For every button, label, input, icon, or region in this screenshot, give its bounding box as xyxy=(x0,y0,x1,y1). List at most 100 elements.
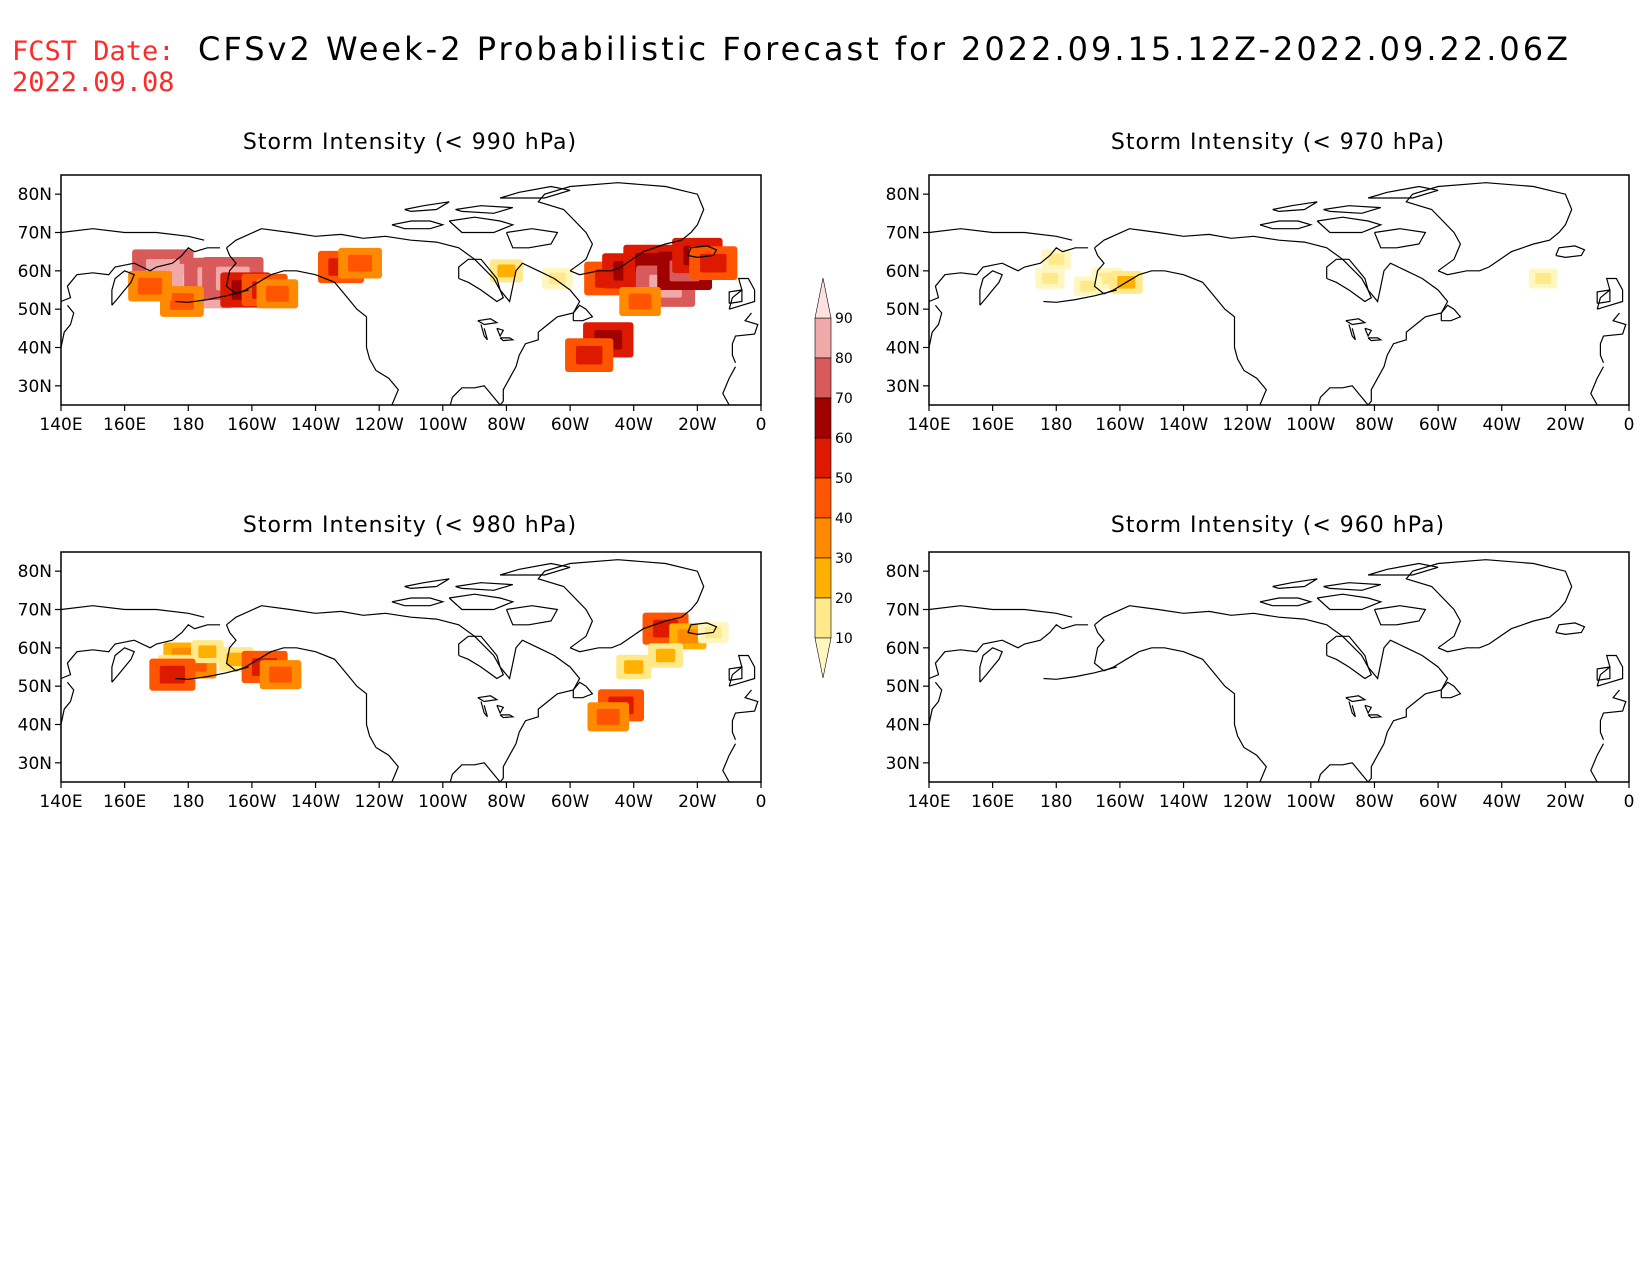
lon-tick-label: 100W xyxy=(418,415,467,435)
colorbar-top-arrow xyxy=(814,277,832,319)
lat-tick-label: 70N xyxy=(886,601,920,621)
coastline xyxy=(979,647,1003,683)
coastline xyxy=(728,666,743,681)
coastline xyxy=(455,582,513,591)
coastline xyxy=(496,327,505,338)
coastline xyxy=(1596,289,1611,304)
coastline xyxy=(1316,593,1383,611)
coastline xyxy=(1316,216,1383,234)
coastline xyxy=(979,270,1003,306)
coastline xyxy=(61,228,205,241)
coastline xyxy=(404,201,450,213)
coastline xyxy=(1367,562,1439,576)
lon-tick-label: 80W xyxy=(1355,792,1394,812)
map-panel-p990: 140E 160E 180 160W 140W 120W 100W 80W 60W 40W 20W 0… xyxy=(18,174,766,435)
lon-tick-label: 40W xyxy=(615,792,654,812)
prob-cell-core xyxy=(1080,280,1096,292)
coastline xyxy=(505,228,559,249)
prob-cell-core xyxy=(624,660,644,674)
coastlines xyxy=(929,182,1627,405)
lat-tick-label: 50N xyxy=(886,677,920,697)
colorbar-label: 70 xyxy=(835,391,853,407)
lon-tick-label: 160W xyxy=(1095,415,1144,435)
lat-tick-label: 30N xyxy=(18,754,52,774)
prob-cell-core xyxy=(548,272,566,285)
coastline xyxy=(1348,701,1356,718)
colorbar-label: 50 xyxy=(835,471,853,487)
lat-tick-label: 60N xyxy=(18,639,52,659)
coastline xyxy=(1348,324,1356,341)
colorbar: 10 20 30 40 50 60 70 80 90 xyxy=(814,277,853,679)
coastline xyxy=(1440,681,1462,699)
lon-tick-label: 140E xyxy=(907,415,950,435)
lat-tick-label: 80N xyxy=(886,562,920,582)
lon-tick-label: 60W xyxy=(551,415,590,435)
prob-cell-core xyxy=(497,264,516,278)
lon-tick-label: 180 xyxy=(172,415,204,435)
fcst-date-value: 2022.09.08 xyxy=(12,67,175,98)
panel-frame xyxy=(60,174,762,406)
coastline xyxy=(1259,220,1313,230)
panel-title-980: Storm Intensity (< 980 hPa) xyxy=(242,513,578,538)
panel-frame xyxy=(60,551,762,783)
coastline xyxy=(226,605,581,782)
coastline xyxy=(1317,385,1369,405)
colorbar-label: 90 xyxy=(835,311,853,327)
panel-frame xyxy=(928,551,1630,783)
lat-tick-label: 40N xyxy=(886,339,920,359)
coastline xyxy=(448,593,515,611)
coastline xyxy=(929,304,943,348)
prob-cell-core xyxy=(700,253,727,273)
coastline xyxy=(477,695,499,703)
coastline xyxy=(499,562,571,576)
coastline xyxy=(61,247,221,303)
lon-tick-label: 40W xyxy=(615,415,654,435)
coastline xyxy=(1590,743,1605,782)
lon-tick-label: 160E xyxy=(971,792,1014,812)
coastline xyxy=(61,605,205,618)
coastline xyxy=(1345,318,1367,326)
coastline xyxy=(480,324,488,341)
coastline xyxy=(929,605,1073,618)
prob-cell-core xyxy=(159,665,186,684)
lat-tick-label: 40N xyxy=(18,339,52,359)
probability-field xyxy=(149,612,729,732)
coastline xyxy=(175,666,249,680)
coastline xyxy=(929,681,943,725)
colorbar-label: 80 xyxy=(835,351,853,367)
coastlines xyxy=(929,559,1627,782)
lat-tick-label: 60N xyxy=(886,639,920,659)
coastline xyxy=(1367,714,1383,719)
lon-tick-label: 120W xyxy=(355,415,404,435)
prob-cell-core xyxy=(575,345,603,365)
lon-tick-label: 0 xyxy=(1624,415,1635,435)
coastline xyxy=(1364,704,1373,715)
colorbar-box xyxy=(814,517,832,559)
coastline xyxy=(728,654,756,687)
coastline xyxy=(391,597,445,607)
lon-tick-label: 160E xyxy=(103,415,146,435)
coastline xyxy=(111,270,135,306)
coastline xyxy=(731,312,759,364)
coastline xyxy=(1323,582,1381,591)
lon-tick-label: 100W xyxy=(1286,792,1335,812)
panel-title-960: Storm Intensity (< 960 hPa) xyxy=(1110,513,1446,538)
coastline xyxy=(1373,228,1427,249)
probability-field xyxy=(128,237,738,373)
lon-tick-label: 140E xyxy=(39,415,82,435)
map-panel-p970: 140E 160E 180 160W 140W 120W 100W 80W 60W 40W 20W 0… xyxy=(886,174,1635,435)
coastline xyxy=(537,182,705,276)
lon-tick-label: 140W xyxy=(1159,792,1208,812)
lon-tick-label: 180 xyxy=(1040,792,1072,812)
lon-tick-label: 60W xyxy=(551,792,590,812)
coastline xyxy=(1094,228,1449,405)
colorbar-label: 60 xyxy=(835,431,853,447)
prob-cell-core xyxy=(226,652,246,667)
lat-tick-label: 80N xyxy=(18,562,52,582)
coastline xyxy=(1043,289,1117,303)
coastline xyxy=(731,689,759,741)
coastline xyxy=(1599,312,1627,364)
lat-tick-label: 40N xyxy=(18,716,52,736)
colorbar-box xyxy=(814,357,832,399)
map-panel-p980: 140E 160E 180 160W 140W 120W 100W 80W 60W 40W 20W 0… xyxy=(18,551,766,812)
